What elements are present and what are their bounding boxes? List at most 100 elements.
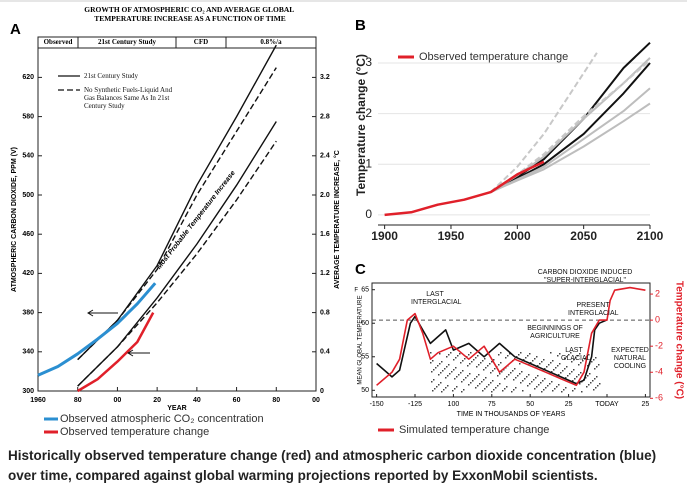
texture [480,362,482,364]
texture [551,381,553,383]
texture [448,364,450,366]
texture [493,359,495,361]
x-tick-label: 00 [312,397,320,404]
legend-label: No Synthetic Fuels-Liquid And Gas Balanc… [84,86,173,110]
texture [497,375,499,377]
texture [515,377,517,379]
y-tick-label: 3 [365,55,372,69]
texture [493,389,495,391]
texture [578,374,580,376]
texture [471,361,473,363]
texture [559,363,561,365]
texture [563,389,565,391]
x-axis-label: YEAR [167,405,186,412]
texture [447,385,449,387]
texture [536,386,538,388]
texture [483,369,485,371]
texture [534,358,536,360]
texture [440,372,442,374]
texture [489,363,491,365]
y-tick-label: 620 [22,74,34,81]
texture [481,381,483,383]
texture [492,370,494,372]
texture [506,386,508,388]
texture [458,374,460,376]
texture [475,357,477,359]
texture [524,378,526,380]
texture [565,377,567,379]
texture [501,371,503,373]
texture [435,367,437,369]
y2-tick-label: 2.0 [320,192,330,199]
y2-tick-label: 1.2 [320,270,330,277]
texture [579,353,581,355]
texture [529,383,531,385]
texture [541,361,543,363]
texture [437,365,439,367]
texture [537,365,539,367]
legend-label: 21st Century Study [84,72,139,80]
texture [534,388,536,390]
texture [476,376,478,378]
texture [492,380,494,382]
y-tick-label: 55 [361,354,369,361]
texture [452,390,454,392]
texture [494,368,496,370]
x-tick-label: 75 [488,401,496,408]
texture [529,353,531,355]
header-band: 21st Century Study [98,38,156,46]
texture [439,363,441,365]
y-tick-label: 60 [361,320,369,327]
texture [593,359,595,361]
texture [567,375,569,377]
panel-letter: A [10,21,21,38]
y-axis-label: Temperature change (°C) [354,54,368,196]
texture [506,376,508,378]
texture [442,370,444,372]
texture [590,382,592,384]
x-tick-label: 80 [272,397,280,404]
y2-tick-label: 3.2 [320,74,330,81]
annotation: LAST GLACIAL [561,347,591,362]
texture [454,388,456,390]
texture [545,387,547,389]
y2-axis-label: Temperature change (°C) [673,281,684,399]
texture [455,367,457,369]
texture [566,366,568,368]
texture [544,368,546,370]
x-tick-label: 20 [153,397,161,404]
texture [527,355,529,357]
texture [550,352,552,354]
texture [550,362,552,364]
texture [432,390,434,392]
panel-letter: B [355,17,366,34]
y-tick-label: 1 [365,156,372,170]
texture [540,382,542,384]
texture [504,388,506,390]
legend-label: Observed temperature change [60,426,209,438]
y-tick-label: 460 [22,231,34,238]
x-tick-label: -150 [370,401,384,408]
texture [589,373,591,375]
texture [434,388,436,390]
texture [444,368,446,370]
texture [482,360,484,362]
x-tick-label: 2100 [637,229,664,243]
texture [445,387,447,389]
texture [461,381,463,383]
texture [473,359,475,361]
texture [488,384,490,386]
series-line [77,140,277,387]
header-band: Observed [44,38,73,46]
texture [582,360,584,362]
series-line [77,121,277,387]
texture [574,388,576,390]
texture [520,352,522,354]
texture [562,370,564,372]
texture [566,356,568,358]
series-line [77,312,155,393]
texture [546,366,548,368]
series-line [376,286,646,387]
x-tick-label: 60 [233,397,241,404]
